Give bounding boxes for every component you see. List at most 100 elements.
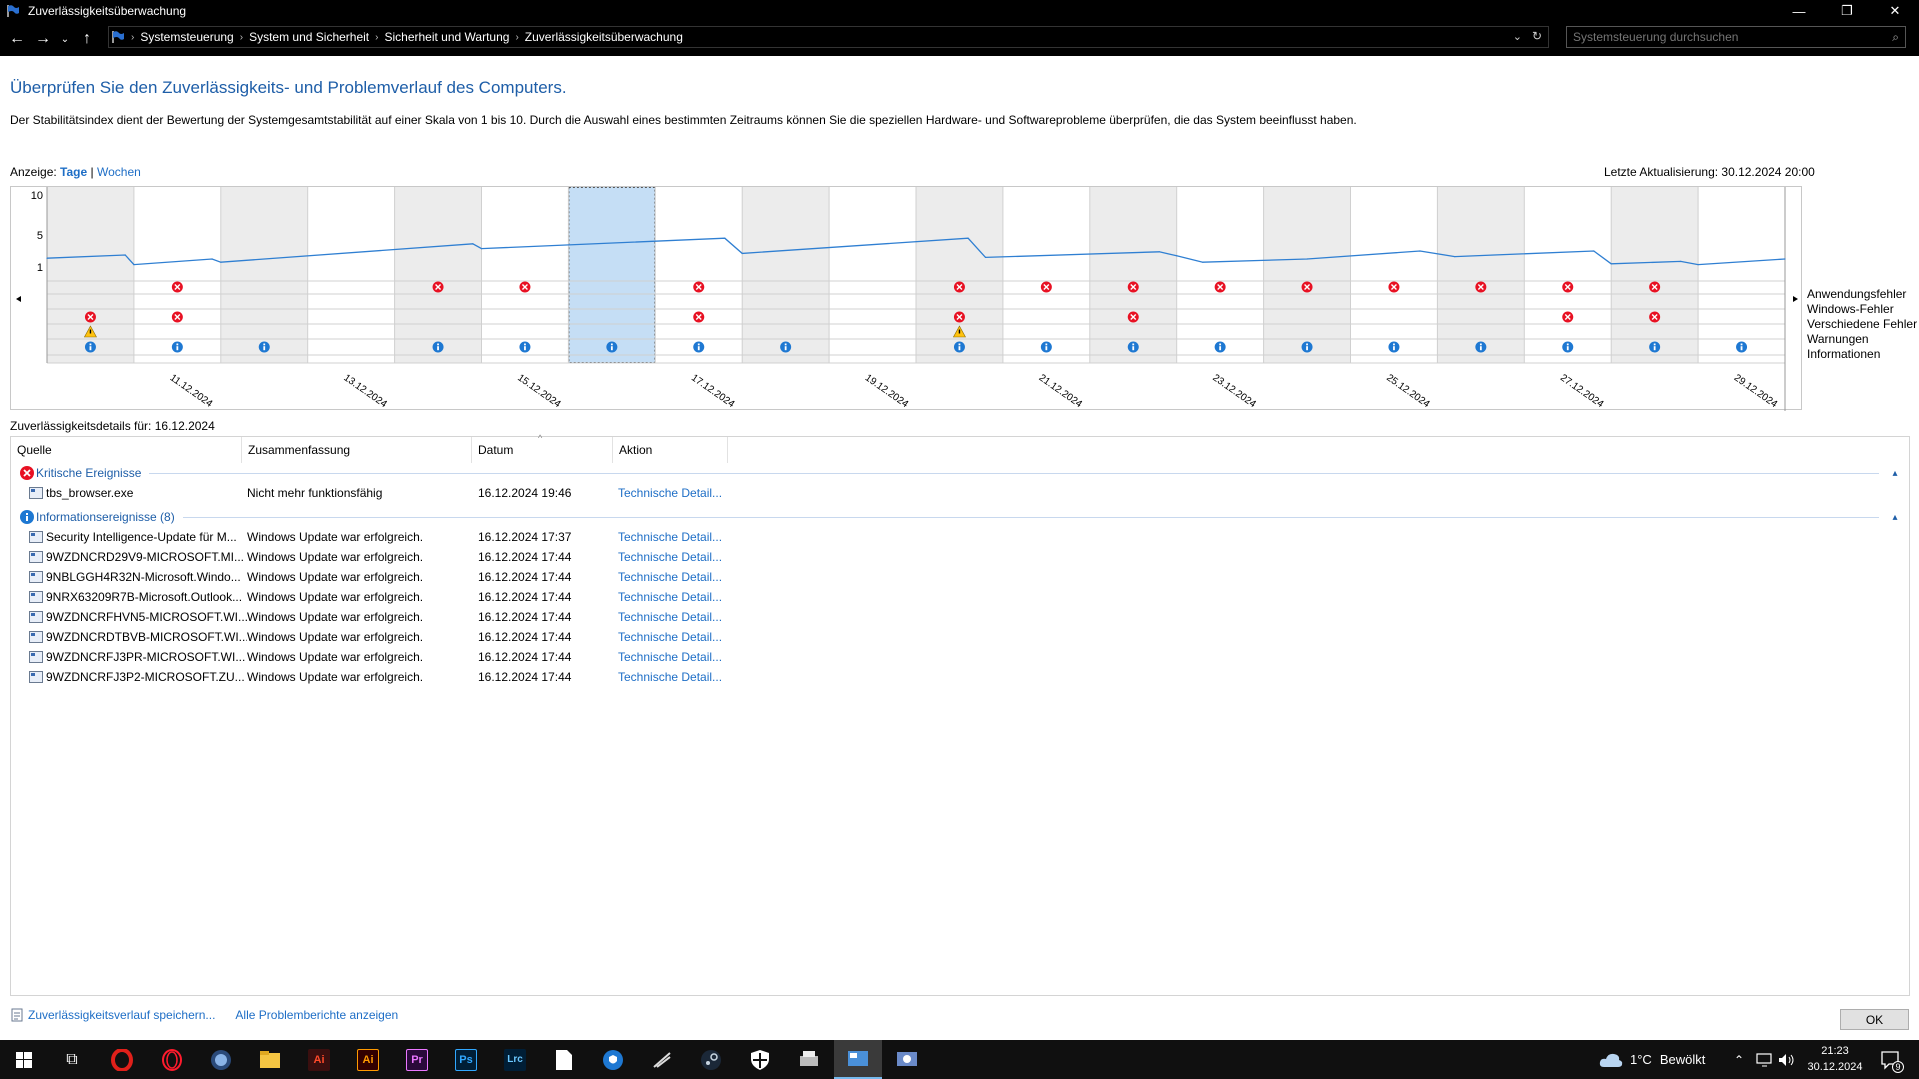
stability-chart[interactable]: 10 5 1 11.12.2024 13.12.2024 15.12.2024 17.12.…	[10, 186, 1803, 411]
taskbar-app[interactable]	[638, 1040, 686, 1079]
view-weeks-link[interactable]: Wochen	[96, 165, 141, 179]
forward-button[interactable]: →	[30, 24, 56, 54]
volume-button[interactable]	[1778, 1040, 1796, 1079]
taskbar-app[interactable]: Pr	[393, 1040, 441, 1079]
details-list: Quelle Zusammenfassung Datum ^ Aktion Kri…	[10, 433, 1910, 996]
source-text: 9NRX63209R7B-Microsoft.Outlook...	[46, 590, 243, 604]
technical-details-link[interactable]: Technische Detail...	[618, 530, 723, 544]
date-cell: 16.12.2024 17:44	[478, 590, 572, 604]
taskbar-clock[interactable]: 21:23 30.12.2024	[1800, 1043, 1870, 1075]
application-icon	[29, 551, 43, 563]
column-header-quelle[interactable]: Quelle	[11, 437, 242, 463]
table-row[interactable]: 9WZDNCRFJ3P2-MICROSOFT.ZU... Windows Upd…	[11, 667, 1909, 687]
stability-point	[724, 237, 726, 239]
back-button[interactable]: ←	[4, 24, 30, 54]
table-row[interactable]: Security Intelligence-Update für M... Wi…	[11, 527, 1909, 547]
technical-details-link[interactable]: Technische Detail...	[618, 550, 723, 564]
save-history-link[interactable]: Zuverlässigkeitsverlauf speichern...	[28, 1008, 216, 1022]
summary-cell: Windows Update war erfolgreich.	[247, 610, 424, 624]
scroll-left-icon[interactable]	[16, 296, 21, 302]
date-cell: 16.12.2024 17:44	[478, 570, 572, 584]
taskbar-app[interactable]	[785, 1040, 833, 1079]
taskbar-app[interactable]: Ai	[295, 1040, 343, 1079]
ok-button[interactable]: OK	[1840, 1009, 1909, 1030]
technical-details-link[interactable]: Technische Detail...	[618, 486, 723, 500]
search-icon[interactable]: ⌕	[1892, 30, 1899, 44]
collapse-icon[interactable]: ▴	[1892, 467, 1898, 479]
x-tick-label: 25.12.2024	[1384, 372, 1432, 410]
application-icon	[29, 571, 43, 583]
breadcrumb-system-und-sicherheit[interactable]: System und Sicherheit	[249, 30, 370, 44]
technical-details-link[interactable]: Technische Detail...	[618, 570, 723, 584]
taskbar-app[interactable]	[736, 1040, 784, 1079]
start-button[interactable]	[0, 1040, 48, 1079]
control-panel-icon	[848, 1050, 868, 1066]
group-header-critical[interactable]: Kritische Ereignisse ▴	[11, 463, 1909, 483]
weather-widget[interactable]: 1°C Bewölkt	[1598, 1040, 1705, 1079]
view-days-link[interactable]: Tage	[60, 165, 88, 179]
technical-details-link[interactable]: Technische Detail...	[618, 590, 723, 604]
taskbar-app[interactable]: Ai	[344, 1040, 392, 1079]
error-icon-cross	[956, 314, 963, 320]
minimize-button[interactable]: —	[1776, 0, 1822, 22]
column-header-datum[interactable]: Datum ^	[472, 433, 613, 463]
breadcrumb-sicherheit-und-wartung[interactable]: Sicherheit und Wartung	[384, 30, 510, 44]
table-row[interactable]: tbs_browser.exe Nicht mehr funktionsfähi…	[11, 483, 1909, 503]
stability-point	[1419, 250, 1421, 252]
taskbar-app[interactable]	[197, 1040, 245, 1079]
date-cell: 16.12.2024 19:46	[478, 486, 572, 500]
error-icon-cross	[695, 314, 702, 320]
technical-details-link[interactable]: Technische Detail...	[618, 650, 723, 664]
table-row[interactable]: 9WZDNCRFJ3PR-MICROSOFT.WI... Windows Upd…	[11, 647, 1909, 667]
technical-details-link[interactable]: Technische Detail...	[618, 630, 723, 644]
taskbar-app[interactable]	[540, 1040, 588, 1079]
group-header-information[interactable]: Informationsereignisse (8) ▴	[11, 507, 1909, 527]
taskbar-app[interactable]: Ps	[442, 1040, 490, 1079]
breadcrumb[interactable]: › Systemsteuerung › System und Sicherhei…	[108, 26, 1549, 48]
recent-locations-button[interactable]: ⌄	[56, 24, 74, 54]
collapse-icon[interactable]: ▴	[1892, 511, 1898, 523]
table-row[interactable]: 9NBLGGH4R32N-Microsoft.Windo... Windows …	[11, 567, 1909, 587]
search-input[interactable]	[1573, 30, 1873, 44]
maximize-button[interactable]: ❐	[1824, 0, 1870, 22]
address-dropdown-icon[interactable]: ⌄	[1512, 31, 1522, 43]
technical-details-link[interactable]: Technische Detail...	[618, 610, 723, 624]
table-row[interactable]: 9WZDNCRDTBVB-MICROSOFT.WI... Windows Upd…	[11, 627, 1909, 647]
technical-details-link[interactable]: Technische Detail...	[618, 670, 723, 684]
stability-chart-svg[interactable]: 10 5 1 11.12.2024 13.12.2024 15.12.2024 17.12.…	[11, 187, 1803, 411]
breadcrumb-zuverlaessigkeitsueberwachung[interactable]: Zuverlässigkeitsüberwachung	[524, 30, 683, 44]
scroll-right-icon[interactable]	[1793, 296, 1798, 302]
refresh-icon[interactable]: ↻	[1531, 29, 1542, 43]
close-button[interactable]: ✕	[1872, 0, 1918, 22]
task-view-button[interactable]: ⧉	[48, 1040, 96, 1079]
notification-center-button[interactable]: 9	[1880, 1040, 1904, 1079]
taskbar-app[interactable]: Lrc	[491, 1040, 539, 1079]
window-title: Zuverlässigkeitsüberwachung	[28, 4, 187, 18]
date-cell: 16.12.2024 17:44	[478, 550, 572, 564]
network-button[interactable]	[1756, 1040, 1774, 1079]
group-title: Kritische Ereignisse	[36, 466, 142, 480]
all-problem-reports-link[interactable]: Alle Problemberichte anzeigen	[235, 1008, 399, 1022]
taskbar-app[interactable]	[246, 1040, 294, 1079]
taskbar-app[interactable]	[98, 1040, 146, 1079]
day-column	[307, 187, 395, 363]
table-row[interactable]: 9WZDNCRD29V9-MICROSOFT.MI... Windows Upd…	[11, 547, 1909, 567]
taskbar-app[interactable]	[687, 1040, 735, 1079]
taskbar-app[interactable]	[589, 1040, 637, 1079]
taskbar-app-active[interactable]	[834, 1040, 882, 1079]
taskbar-app[interactable]	[883, 1040, 931, 1079]
up-button[interactable]: ↑	[74, 24, 100, 54]
application-icon	[29, 651, 43, 663]
view-label: Anzeige:	[10, 165, 57, 179]
column-header-zusammenfassung[interactable]: Zusammenfassung	[242, 437, 472, 463]
group-divider	[149, 472, 1879, 474]
breadcrumb-systemsteuerung[interactable]: Systemsteuerung	[140, 30, 234, 44]
taskbar-app[interactable]	[148, 1040, 196, 1079]
summary-cell: Windows Update war erfolgreich.	[247, 530, 424, 544]
tray-overflow-button[interactable]: ⌃	[1734, 1040, 1744, 1079]
info-icon-mark	[958, 346, 961, 351]
column-header-aktion[interactable]: Aktion	[613, 437, 728, 463]
table-row[interactable]: 9WZDNCRFHVN5-MICROSOFT.WI... Windows Upd…	[11, 607, 1909, 627]
stability-point	[46, 257, 48, 259]
table-row[interactable]: 9NRX63209R7B-Microsoft.Outlook... Window…	[11, 587, 1909, 607]
